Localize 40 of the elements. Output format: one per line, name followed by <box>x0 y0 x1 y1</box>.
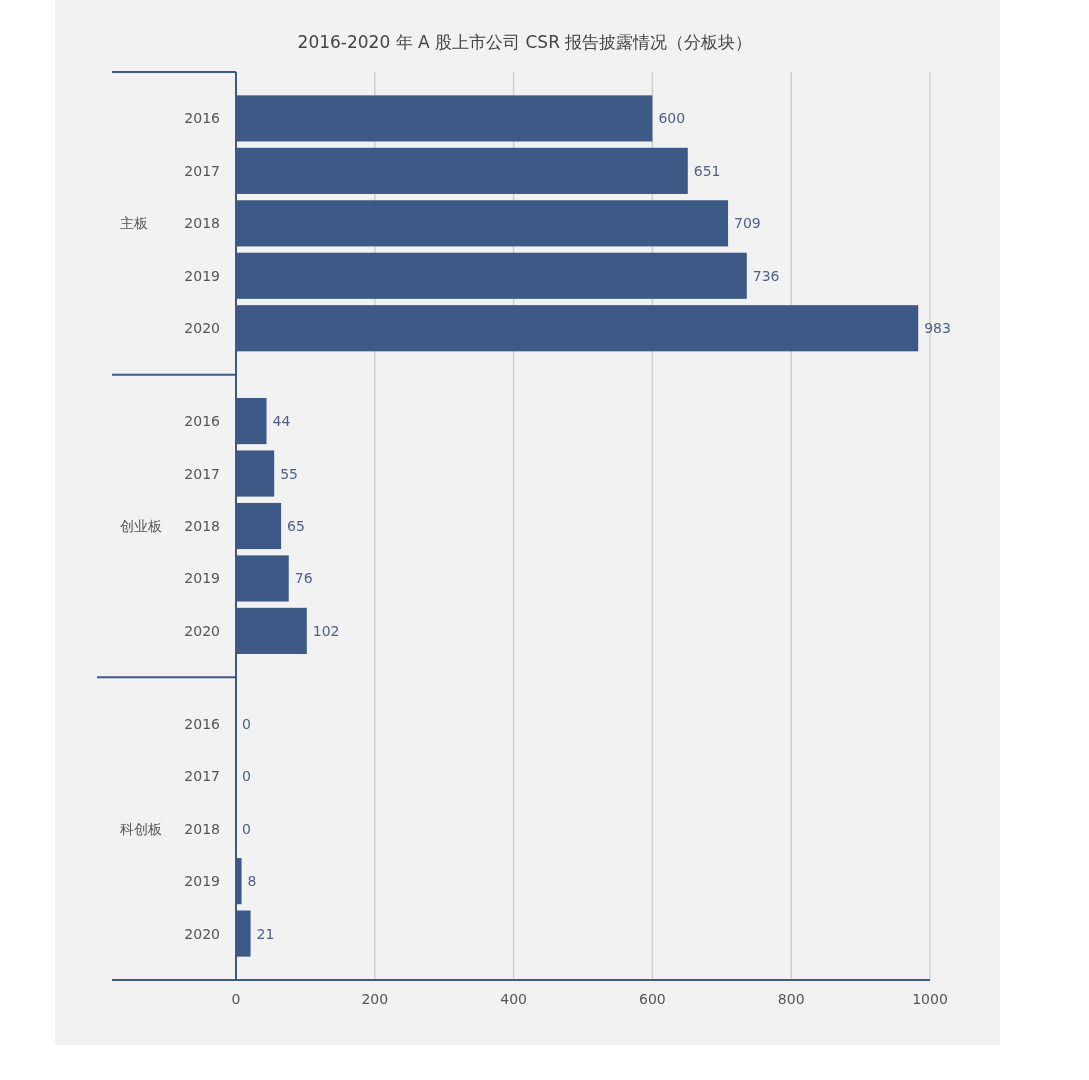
data-label: 55 <box>280 465 298 482</box>
y-tick-label: 2020 <box>184 320 220 337</box>
x-tick-label: 400 <box>500 991 527 1007</box>
y-tick-label: 2019 <box>184 570 220 587</box>
x-tick-label: 800 <box>777 991 805 1007</box>
data-label: 0 <box>242 820 251 837</box>
y-tick-label: 2018 <box>184 518 220 534</box>
text: 主板 <box>120 215 148 232</box>
data-label: 600 <box>658 110 686 127</box>
chart-title: 2016-2020 年 A 股上市公司 CSR 报告披露情况（分板块） <box>297 32 753 52</box>
data-label: 76 <box>294 570 313 587</box>
data-label: 65 <box>287 518 305 534</box>
y-tick-label: 2016 <box>184 715 221 732</box>
y-tick-label: 2020 <box>184 622 220 639</box>
y-tick-label: 2017 <box>184 465 220 482</box>
y-tick-label: 2017 <box>184 162 220 179</box>
data-label: 983 <box>924 320 951 337</box>
y-tick-label: 2019 <box>184 267 220 284</box>
y-tick-label: 2019 <box>184 873 220 890</box>
data-label: 0 <box>242 768 251 785</box>
y-tick-label: 2017 <box>184 768 220 785</box>
y-tick-label: 2018 <box>184 820 220 837</box>
text: 科创板 <box>120 820 162 837</box>
y-tick-label: 2016 <box>184 413 221 430</box>
x-tick-label: 200 <box>361 991 389 1007</box>
data-label: 709 <box>734 215 761 232</box>
data-label: 8 <box>247 873 257 890</box>
data-label: 21 <box>256 925 275 942</box>
data-label: 651 <box>693 162 721 179</box>
data-label: 0 <box>242 715 251 732</box>
data-label: 736 <box>752 267 780 284</box>
text: 创业板 <box>120 518 162 534</box>
y-tick-label: 2018 <box>184 215 220 232</box>
x-tick-label: 1000 <box>912 991 948 1007</box>
x-tick-label: 600 <box>639 991 666 1007</box>
y-tick-label: 2020 <box>184 925 220 942</box>
data-label: 102 <box>312 622 340 639</box>
x-tick-label: 0 <box>231 991 241 1007</box>
y-tick-label: 2016 <box>184 110 221 127</box>
data-label: 44 <box>272 413 291 430</box>
